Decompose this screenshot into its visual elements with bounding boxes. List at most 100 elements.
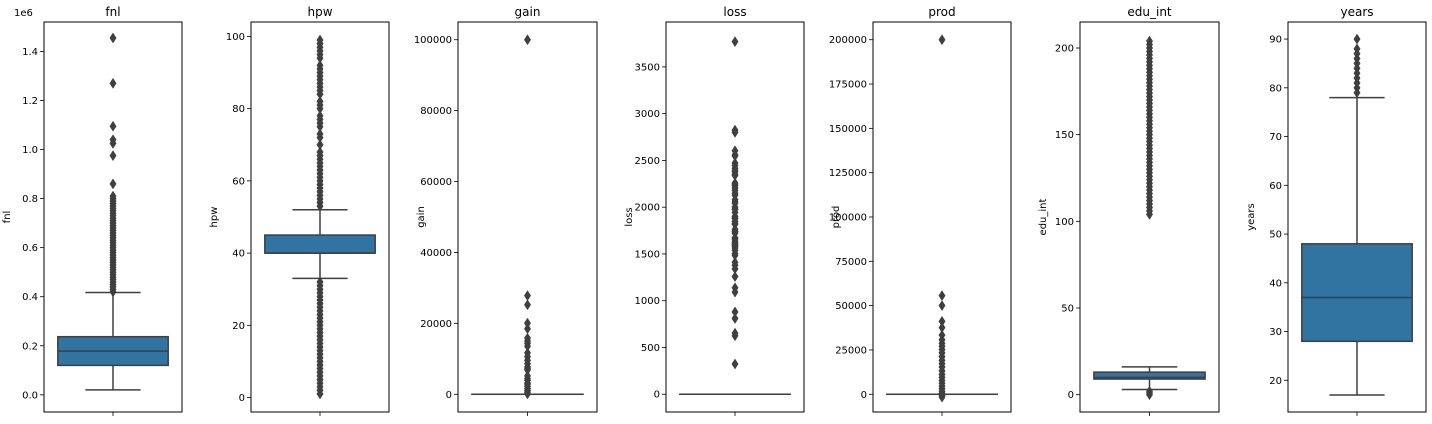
y-tick-label: 80 bbox=[1269, 83, 1282, 94]
y-axis-label: gain bbox=[416, 206, 427, 228]
y-tick-label: 25000 bbox=[835, 345, 867, 356]
outlier-point bbox=[109, 32, 117, 44]
outlier-point bbox=[938, 34, 946, 46]
iqr-box bbox=[1093, 371, 1206, 380]
y-tick-label: 75000 bbox=[835, 257, 867, 268]
y-tick-label: 20 bbox=[1269, 376, 1282, 387]
outlier-point bbox=[731, 126, 739, 138]
y-tick-label: 40 bbox=[1269, 278, 1282, 289]
y-tick-label: 1500 bbox=[635, 249, 660, 260]
outlier-point bbox=[316, 139, 324, 151]
y-tick-label: 0 bbox=[1068, 390, 1074, 401]
axes-fnl: fnl fnl 1e6 0.0 0.2 0.4 0.6 0.8 1.0 1.2 1.4 bbox=[2, 5, 183, 416]
axes-loss: loss loss 0 500 1000 1500 2000 2500 3000 3500 bbox=[624, 5, 805, 416]
y-tick-label: 30 bbox=[1269, 327, 1282, 338]
outlier-point bbox=[938, 300, 946, 312]
y-tick-label: 1.0 bbox=[22, 145, 38, 156]
y-tick-label: 40000 bbox=[420, 248, 452, 259]
y-tick-label: 150000 bbox=[829, 124, 867, 135]
y-tick-label: 0.4 bbox=[22, 292, 38, 303]
y-tick-label: 100000 bbox=[829, 213, 867, 224]
y-tick-label: 0.2 bbox=[22, 341, 38, 352]
y-tick-label: 0 bbox=[446, 390, 452, 401]
axes-edu_int: edu_int edu_int 0 50 100 150 200 bbox=[1038, 5, 1220, 416]
y-tick-label: 2500 bbox=[635, 156, 660, 167]
outlier-point bbox=[1146, 35, 1153, 47]
outlier-point bbox=[109, 120, 117, 132]
axes-title: loss bbox=[723, 5, 746, 19]
y-axis-label: hpw bbox=[209, 207, 220, 228]
outlier-point bbox=[1353, 33, 1361, 45]
outlier-point bbox=[109, 178, 117, 190]
outlier-point bbox=[316, 34, 324, 46]
outlier-point bbox=[109, 150, 117, 162]
y-tick-label: 50 bbox=[1269, 230, 1282, 241]
y-tick-label: 2000 bbox=[635, 203, 660, 214]
outlier-point bbox=[731, 36, 739, 48]
axes-title: prod bbox=[928, 5, 955, 19]
y-tick-label: 60 bbox=[232, 176, 245, 187]
outlier-point bbox=[938, 391, 946, 403]
y-tick-label: 20000 bbox=[420, 319, 452, 330]
outlier-point bbox=[731, 330, 739, 342]
y-axis-label: fnl bbox=[2, 211, 13, 224]
axes-title: hpw bbox=[307, 5, 332, 19]
y-axis-label: loss bbox=[624, 207, 635, 226]
y-tick-label: 175000 bbox=[829, 80, 867, 91]
y-tick-label: 1000 bbox=[635, 296, 660, 307]
y-tick-label: 70 bbox=[1269, 132, 1282, 143]
y-tick-label: 80 bbox=[232, 104, 245, 115]
axes-prod: prod prod 0 25000 50000 75000 100000 125000 1500… bbox=[829, 5, 1012, 416]
iqr-box bbox=[1301, 243, 1413, 343]
outlier-point bbox=[316, 128, 324, 140]
y-tick-label: 0.0 bbox=[22, 390, 38, 401]
y-tick-label: 60000 bbox=[420, 177, 452, 188]
y-tick-label: 500 bbox=[641, 343, 660, 354]
outlier-point bbox=[316, 110, 324, 122]
y-tick-label: 0 bbox=[654, 390, 660, 401]
outlier-point bbox=[524, 299, 531, 311]
outlier-point bbox=[731, 286, 739, 298]
y-axis-label: edu_int bbox=[1038, 198, 1049, 235]
outlier-point bbox=[109, 286, 117, 298]
y-tick-label: 125000 bbox=[829, 168, 867, 179]
outlier-point bbox=[1353, 43, 1361, 55]
y-tick-label: 0.6 bbox=[22, 243, 38, 254]
y-axis-label: prod bbox=[831, 206, 842, 229]
y-axis-label: years bbox=[1246, 203, 1257, 231]
y-tick-label: 0.8 bbox=[22, 194, 38, 205]
y-tick-label: 20 bbox=[232, 321, 245, 332]
outlier-point bbox=[109, 137, 117, 149]
y-tick-label: 50000 bbox=[835, 301, 867, 312]
axes-hpw: hpw hpw 0 20 40 60 80 100 bbox=[209, 5, 390, 416]
y-tick-label: 0 bbox=[239, 393, 245, 404]
y-tick-label: 90 bbox=[1269, 35, 1282, 46]
outlier-point bbox=[316, 276, 324, 288]
y-tick-label: 3500 bbox=[635, 62, 660, 73]
iqr-box bbox=[264, 234, 376, 254]
axes-title: gain bbox=[515, 5, 541, 19]
axes-title: edu_int bbox=[1127, 5, 1172, 19]
y-tick-label: 150 bbox=[1055, 130, 1074, 141]
y-tick-label: 200000 bbox=[829, 35, 867, 46]
y-tick-label: 200 bbox=[1055, 44, 1074, 55]
y-tick-label: 100000 bbox=[414, 35, 452, 46]
axes-title: years bbox=[1340, 5, 1373, 19]
outlier-point bbox=[316, 95, 324, 107]
axes-years: years years 20 30 40 50 60 70 80 90 bbox=[1246, 5, 1427, 416]
outlier-point bbox=[731, 358, 739, 370]
y-tick-label: 60 bbox=[1269, 181, 1282, 192]
outlier-point bbox=[524, 388, 531, 400]
y-tick-label: 0 bbox=[861, 390, 867, 401]
y-tick-label: 50 bbox=[1061, 304, 1074, 315]
y-tick-label: 1.2 bbox=[22, 96, 38, 107]
outlier-point bbox=[731, 313, 739, 324]
outlier-point bbox=[316, 59, 324, 71]
y-tick-label: 3000 bbox=[635, 109, 660, 120]
outlier-point bbox=[938, 290, 946, 302]
y-tick-label: 100 bbox=[1055, 217, 1074, 228]
y-axis-offset-label: 1e6 bbox=[14, 8, 33, 19]
outlier-point bbox=[731, 271, 739, 283]
axes-gain: gain gain 0 20000 40000 60000 80000 100000 bbox=[414, 5, 598, 416]
